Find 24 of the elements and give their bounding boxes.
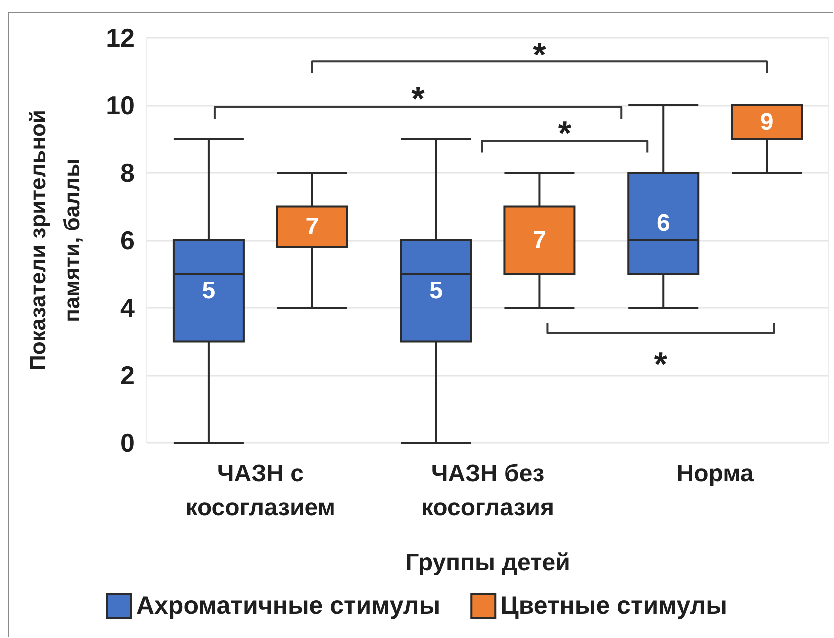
y-axis-title: Показатели зрительной памяти, баллы — [26, 110, 84, 371]
y-tick-label: 8 — [120, 158, 135, 188]
text: 9 — [760, 108, 774, 136]
y-tick-label: 6 — [120, 226, 135, 256]
legend-label: Цветные стимулы — [500, 592, 728, 620]
x-axis-title: Группы детей — [406, 550, 570, 576]
text: 7 — [306, 214, 320, 240]
annotation: * — [558, 114, 572, 153]
x-tick-label: ЧАЗН с косоглазием — [186, 460, 336, 522]
y-tick-label: 12 — [106, 23, 135, 53]
annotation: * — [654, 346, 668, 384]
text: 5 — [430, 278, 443, 305]
text: 6 — [656, 210, 670, 238]
text: 5 — [202, 278, 216, 305]
annotation: * — [533, 36, 548, 74]
x-tick-label: ЧАЗН без косоглазия — [421, 460, 555, 522]
x-tick-label: Норма — [676, 460, 755, 488]
annotation: * — [412, 80, 426, 118]
y-tick-label: 0 — [120, 428, 135, 458]
text: 7 — [533, 227, 546, 254]
y-tick-label: 4 — [120, 293, 136, 323]
y-tick-label: 2 — [120, 360, 135, 390]
legend-label: Ахроматичные стимулы — [136, 592, 441, 620]
y-tick-label: 10 — [106, 90, 135, 120]
